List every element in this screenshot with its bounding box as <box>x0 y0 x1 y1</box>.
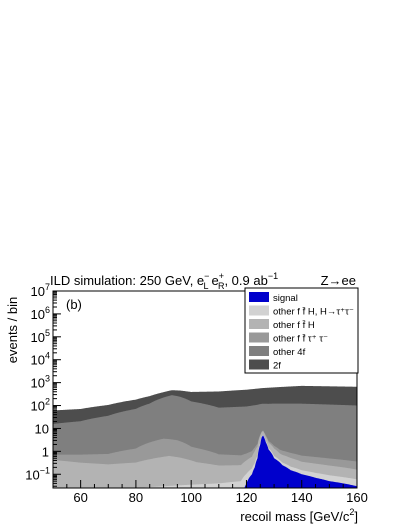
y-tick-label: 103 <box>31 374 50 391</box>
x-tick-label: 120 <box>236 490 258 505</box>
legend-swatch <box>249 346 269 356</box>
legend-label: other f f̄ H <box>273 320 315 331</box>
x-tick-label: 140 <box>291 490 313 505</box>
x-axis-label: recoil mass [GeV/c2] <box>240 507 358 524</box>
legend-swatch <box>249 359 269 370</box>
plot-area <box>53 385 357 488</box>
x-tick-label: 60 <box>73 490 87 505</box>
area-signal <box>53 435 357 488</box>
y-axis-label: events / bin <box>5 297 20 364</box>
y-tick-label: 1 <box>42 444 49 459</box>
legend-label: 2f <box>273 361 281 372</box>
x-tick-label: 100 <box>180 490 202 505</box>
x-tick-label: 80 <box>129 490 143 505</box>
legend-swatch <box>249 305 269 316</box>
legend-swatch <box>249 319 269 329</box>
x-tick-label: 160 <box>346 490 368 505</box>
legend-label: other f f̄ H, H→τ⁺τ⁻ <box>273 307 354 318</box>
panel-label: (b) <box>66 297 82 312</box>
y-tick-label: 104 <box>31 351 50 368</box>
y-tick-label: 106 <box>31 305 50 322</box>
y-tick-label: 10 <box>35 421 49 436</box>
legend-swatch <box>249 332 269 343</box>
y-tick-label: 105 <box>31 328 50 345</box>
legend: signal other f f̄ H, H→τ⁺τ⁻ other f f̄ H ot… <box>244 287 359 374</box>
y-tick-label: 107 <box>31 282 50 299</box>
legend-label: other f f̄ τ⁺ τ⁻ <box>273 334 328 345</box>
y-tick-label: 10−1 <box>25 465 50 482</box>
y-tick-label: 102 <box>31 397 50 414</box>
legend-swatch <box>249 292 269 302</box>
legend-box <box>244 287 359 374</box>
channel-label: Z→ee <box>321 273 356 288</box>
axis-ticks: 60 80 100 120 140 160 10−1 1 10 102 103 104 105 106 10… <box>25 282 368 505</box>
legend-label: signal <box>273 293 298 304</box>
legend-label: other 4f <box>273 347 306 358</box>
